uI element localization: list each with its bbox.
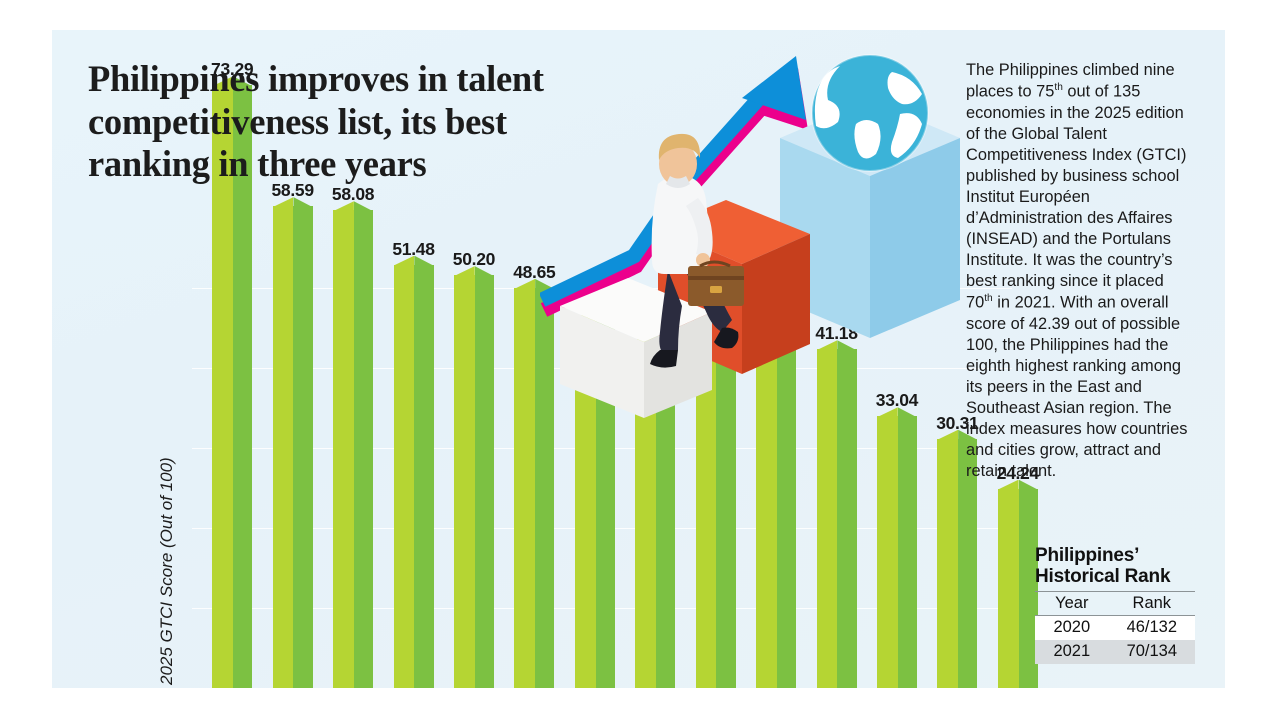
y-axis-label: 2025 GTCI Score (Out of 100)	[157, 457, 176, 685]
table-row: 2021 70/134	[1035, 639, 1195, 664]
body-text-segment-3: in 2021. With an overall score of 42.39 …	[966, 293, 1188, 481]
bar-body	[272, 206, 313, 688]
bar-top-cap	[453, 266, 494, 277]
bar-value-label: 33.04	[875, 390, 919, 411]
bar-value-label: 73.29	[211, 59, 254, 80]
bar-body	[997, 488, 1038, 688]
bar-body	[453, 275, 494, 688]
bar: 51.48	[392, 239, 435, 688]
body-text-segment-2: out of 135 economies in the 2025 edition…	[966, 82, 1187, 312]
bar-value-label: 30.31	[936, 412, 979, 433]
bar: 24.24	[997, 463, 1039, 688]
body-text-segment-1: The Philippines climbed nine places to 7…	[966, 61, 1175, 101]
bar-value-label: 48.65	[513, 261, 556, 282]
bar-body	[514, 287, 555, 688]
bar-value-label: 58.08	[331, 184, 375, 205]
globe-icon	[811, 54, 929, 172]
ordinal-suffix-2: th	[984, 293, 993, 305]
bar-top-cap	[333, 201, 374, 212]
bar-value-label: 58.59	[271, 180, 314, 201]
bar-body	[816, 349, 857, 688]
bar-body	[212, 85, 253, 688]
table-cell-year: 2020	[1053, 618, 1091, 637]
bar-top-cap	[876, 407, 917, 418]
table-row: 2020 46/132	[1035, 615, 1195, 640]
bar-series: 73.2958.5958.0851.4850.2048.6545.0442.39…	[202, 30, 1048, 688]
briefcase-icon	[688, 260, 744, 306]
table-cell-year: 2021	[1053, 642, 1091, 661]
table-header-rank: Rank	[1108, 590, 1195, 616]
bar: 30.31	[936, 413, 979, 688]
bar: 41.18	[815, 323, 858, 688]
bar: 58.08	[332, 184, 375, 688]
table-header-year: Year	[1035, 590, 1109, 616]
bar-body	[635, 339, 676, 688]
bar: 73.29	[211, 59, 254, 688]
table-header-row: Year Rank	[1035, 590, 1195, 616]
article-body-text: The Philippines climbed nine places to 7…	[966, 60, 1194, 483]
bar-chart: 2025 GTCI Score (Out of 100) 73.29 58.59 5…	[52, 30, 1039, 688]
bar-body	[937, 438, 978, 688]
bar-body	[695, 340, 736, 688]
bar-top-cap	[816, 340, 857, 351]
bar-body	[756, 343, 797, 688]
historical-rank-table: Philippines’ Historical Rank Year Rank 2…	[1035, 545, 1195, 664]
bar-value-label: 50.20	[452, 249, 496, 270]
illustration-businessman-podium	[538, 38, 970, 418]
bar: 48.65	[513, 262, 556, 688]
table-cell-rank: 70/134	[1126, 642, 1178, 661]
bar-body	[876, 416, 917, 688]
bar: 33.04	[876, 390, 918, 688]
businessman-figure	[650, 133, 744, 368]
bar-body	[393, 264, 434, 688]
bar-value-label: 24.24	[996, 462, 1040, 483]
bar-top-cap	[937, 429, 978, 440]
bar-body	[333, 210, 374, 688]
bar: 58.59	[271, 180, 314, 688]
ordinal-suffix-1: th	[1054, 82, 1063, 94]
table-cell-rank: 46/132	[1126, 618, 1178, 637]
bar-top-cap	[514, 278, 555, 289]
bar-body	[574, 317, 615, 688]
bar-top-cap	[212, 76, 253, 87]
table-title: Philippines’ Historical Rank	[1035, 545, 1171, 588]
page-title: Philippines improves in talent competiti…	[88, 58, 544, 185]
bar-top-cap	[393, 255, 434, 266]
bar: 41.93	[755, 317, 798, 688]
bar-value-label: 51.48	[392, 238, 435, 259]
bar-top-cap	[997, 479, 1038, 490]
bar-top-cap	[272, 197, 313, 208]
bar: 50.20	[453, 249, 495, 688]
